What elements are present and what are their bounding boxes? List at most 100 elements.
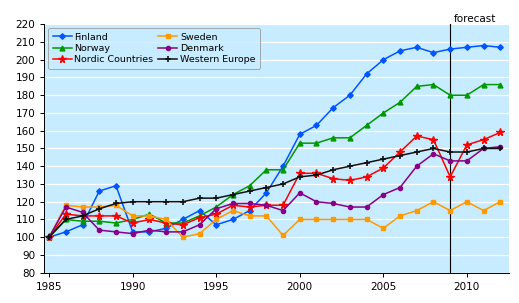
- Western Europe: [146, 200, 153, 204]
- Western Europe: [330, 168, 336, 171]
- Norway: [230, 193, 236, 196]
- Norway: [180, 221, 186, 225]
- Western Europe: [79, 214, 86, 218]
- Nordic Countries: [330, 177, 336, 181]
- Line: Norway: Norway: [47, 82, 503, 240]
- Norway: [96, 219, 102, 223]
- Western Europe: [397, 154, 403, 157]
- Western Europe: [96, 207, 102, 211]
- Norway: [481, 83, 487, 86]
- Finland: [63, 230, 69, 234]
- Sweden: [247, 214, 253, 218]
- Line: Western Europe: Western Europe: [46, 145, 503, 240]
- Nordic Countries: [46, 235, 52, 239]
- Norway: [297, 141, 303, 145]
- Nordic Countries: [430, 138, 436, 142]
- Sweden: [163, 218, 169, 221]
- Denmark: [96, 228, 102, 232]
- Finland: [430, 51, 436, 55]
- Western Europe: [430, 147, 436, 150]
- Finland: [464, 45, 470, 49]
- Western Europe: [447, 150, 453, 154]
- Norway: [247, 184, 253, 188]
- Finland: [481, 44, 487, 47]
- Nordic Countries: [280, 203, 286, 207]
- Western Europe: [230, 193, 236, 196]
- Nordic Countries: [481, 138, 487, 142]
- Western Europe: [380, 157, 387, 161]
- Finland: [263, 191, 269, 195]
- Text: forecast: forecast: [454, 14, 496, 24]
- Norway: [113, 221, 119, 225]
- Western Europe: [363, 161, 370, 165]
- Norway: [397, 101, 403, 104]
- Sweden: [46, 235, 52, 239]
- Denmark: [79, 211, 86, 214]
- Western Europe: [263, 186, 269, 189]
- Sweden: [497, 200, 503, 204]
- Denmark: [180, 230, 186, 234]
- Norway: [313, 141, 320, 145]
- Nordic Countries: [397, 150, 403, 154]
- Sweden: [397, 214, 403, 218]
- Denmark: [230, 202, 236, 205]
- Denmark: [213, 207, 220, 211]
- Sweden: [63, 203, 69, 207]
- Sweden: [96, 205, 102, 209]
- Denmark: [297, 191, 303, 195]
- Nordic Countries: [146, 218, 153, 221]
- Sweden: [447, 209, 453, 212]
- Finland: [363, 72, 370, 76]
- Denmark: [414, 165, 420, 168]
- Nordic Countries: [347, 178, 353, 182]
- Western Europe: [313, 173, 320, 177]
- Nordic Countries: [230, 203, 236, 207]
- Sweden: [79, 205, 86, 209]
- Norway: [280, 168, 286, 171]
- Finland: [163, 227, 169, 230]
- Line: Denmark: Denmark: [47, 145, 502, 239]
- Nordic Countries: [79, 214, 86, 218]
- Sweden: [430, 200, 436, 204]
- Line: Sweden: Sweden: [47, 200, 502, 239]
- Nordic Countries: [447, 175, 453, 179]
- Denmark: [130, 232, 136, 235]
- Sweden: [263, 214, 269, 218]
- Nordic Countries: [180, 223, 186, 227]
- Denmark: [63, 205, 69, 209]
- Western Europe: [113, 202, 119, 205]
- Sweden: [464, 200, 470, 204]
- Finland: [46, 235, 52, 239]
- Western Europe: [63, 218, 69, 221]
- Norway: [79, 219, 86, 223]
- Western Europe: [196, 196, 202, 200]
- Finland: [180, 218, 186, 221]
- Denmark: [347, 205, 353, 209]
- Norway: [447, 93, 453, 97]
- Norway: [130, 218, 136, 221]
- Nordic Countries: [313, 171, 320, 175]
- Denmark: [113, 230, 119, 234]
- Nordic Countries: [63, 212, 69, 216]
- Norway: [263, 168, 269, 171]
- Denmark: [363, 205, 370, 209]
- Norway: [213, 205, 220, 209]
- Nordic Countries: [96, 214, 102, 218]
- Norway: [196, 214, 202, 218]
- Denmark: [163, 230, 169, 234]
- Nordic Countries: [263, 203, 269, 207]
- Western Europe: [481, 147, 487, 150]
- Norway: [430, 83, 436, 86]
- Norway: [497, 83, 503, 86]
- Sweden: [330, 218, 336, 221]
- Denmark: [247, 202, 253, 205]
- Denmark: [330, 202, 336, 205]
- Nordic Countries: [213, 212, 220, 216]
- Norway: [330, 136, 336, 140]
- Sweden: [196, 232, 202, 235]
- Nordic Countries: [380, 166, 387, 170]
- Norway: [63, 218, 69, 221]
- Finland: [280, 165, 286, 168]
- Norway: [46, 235, 52, 239]
- Finland: [196, 209, 202, 212]
